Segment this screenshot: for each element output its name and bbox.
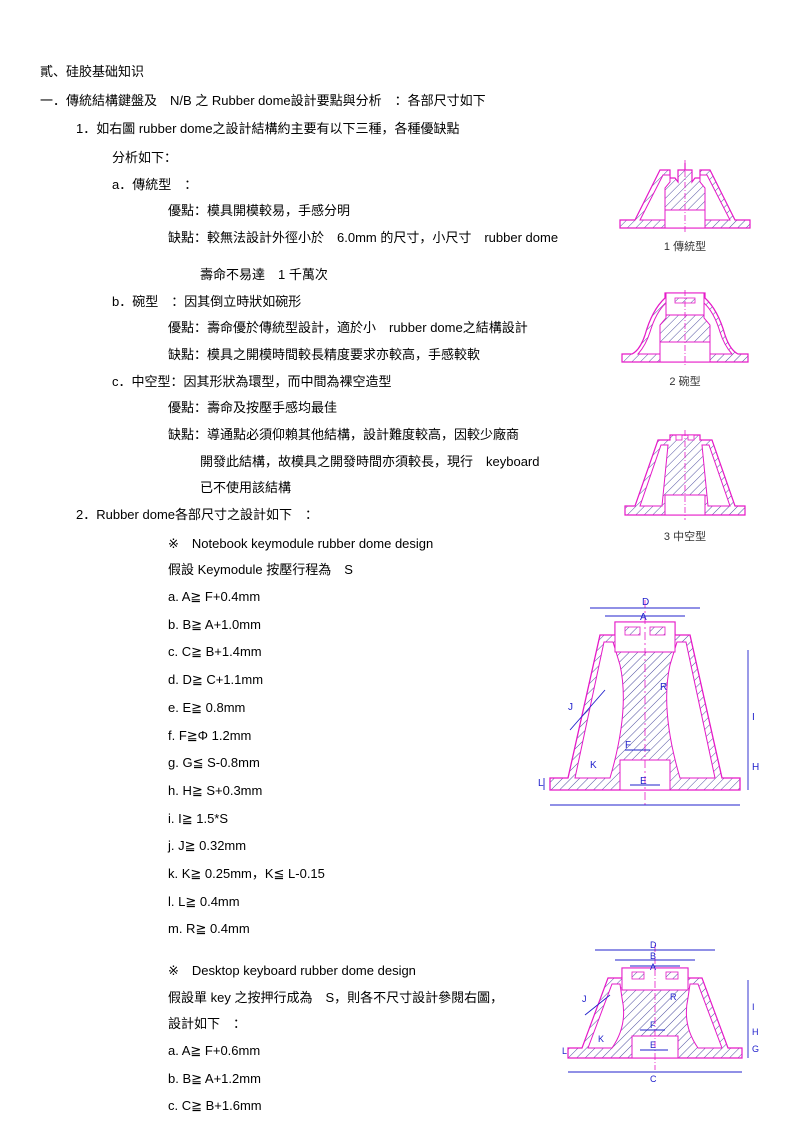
svg-text:I: I <box>752 1002 755 1012</box>
diagram-dimensions-notebook: D A F E L I H J R K <box>530 590 760 820</box>
type-a: a．傳統型 ： <box>112 173 560 198</box>
svg-text:F: F <box>625 740 631 751</box>
svg-text:E: E <box>640 776 647 787</box>
type-b-pro: 優點：壽命優於傳統型設計，適於小 rubber dome之結構設計 <box>168 316 560 341</box>
svg-text:K: K <box>598 1034 604 1044</box>
svg-text:I: I <box>752 712 755 723</box>
nb-assume: 假設 Keymodule 按壓行程為 S <box>168 558 560 583</box>
formula-c: c. C≧ B+1.4mm <box>168 640 560 665</box>
formula-g: g. G≦ S-0.8mm <box>168 751 560 776</box>
analysis-label: 分析如下： <box>112 146 560 171</box>
diagram-2-caption: 2 碗型 <box>610 372 760 393</box>
formula-f: f. F≧Φ 1.2mm <box>168 724 560 749</box>
item-2: 2．Rubber dome各部尺寸之設計如下 ： <box>76 503 560 528</box>
formula-l: l. L≧ 0.4mm <box>168 890 560 915</box>
type-a-con: 缺點：較無法設計外徑小於 6.0mm 的尺寸，小尺寸 rubber dome <box>168 226 560 251</box>
type-c: c．中空型：因其形狀為環型，而中間為裸空造型 <box>112 370 560 395</box>
formula-d: d. D≧ C+1.1mm <box>168 668 560 693</box>
svg-text:A: A <box>650 962 656 972</box>
formula-a: a. A≧ F+0.4mm <box>168 585 560 610</box>
item-1: 1．如右圖 rubber dome之設計結構約主要有以下三種，各種優缺點 <box>76 117 560 142</box>
svg-text:K: K <box>590 760 597 771</box>
svg-text:D: D <box>642 597 649 608</box>
type-c-con1: 缺點：導通點必須仰賴其他結構，設計難度較高，因較少廠商 <box>168 423 560 448</box>
formula-b: b. B≧ A+1.0mm <box>168 613 560 638</box>
svg-text:F: F <box>650 1020 656 1030</box>
notebook-formula-list: a. A≧ F+0.4mm b. B≧ A+1.0mm c. C≧ B+1.4m… <box>168 585 560 942</box>
type-a-pro: 優點：模具開模較易，手感分明 <box>168 199 560 224</box>
svg-text:R: R <box>670 992 677 1002</box>
diagram-traditional: 1 傳統型 <box>610 160 760 258</box>
formula-k: k. K≧ 0.25mm，K≦ L-0.15 <box>168 862 560 887</box>
svg-text:H: H <box>752 1027 759 1037</box>
svg-text:R: R <box>660 682 667 693</box>
diagram-bowl: 2 碗型 <box>610 290 760 393</box>
formula-h: h. H≧ S+0.3mm <box>168 779 560 804</box>
dt-assume: 假設單 key 之按押行成為 S，則各不尺寸設計參閱右圖， <box>168 986 560 1011</box>
svg-text:L: L <box>562 1046 567 1056</box>
type-c-pro: 優點：壽命及按壓手感均最佳 <box>168 396 560 421</box>
svg-text:E: E <box>650 1040 656 1050</box>
dt-title: ※ Desktop keyboard rubber dome design <box>168 959 560 984</box>
dt-formula-a: a. A≧ F+0.6mm <box>168 1039 560 1064</box>
type-c-con3: 已不使用該結構 <box>200 476 560 501</box>
formula-j: j. J≧ 0.32mm <box>168 834 560 859</box>
desktop-formula-list: a. A≧ F+0.6mm b. B≧ A+1.2mm c. C≧ B+1.6m… <box>168 1039 560 1119</box>
svg-text:C: C <box>650 1074 657 1084</box>
diagram-hollow: 3 中空型 <box>610 430 760 548</box>
diagram-1-caption: 1 傳統型 <box>610 237 760 258</box>
formula-e: e. E≧ 0.8mm <box>168 696 560 721</box>
svg-text:L: L <box>538 778 544 789</box>
svg-text:A: A <box>640 612 647 623</box>
type-a-con2: 壽命不易達 1 千萬次 <box>200 263 560 288</box>
type-b: b．碗型 ：因其倒立時狀如碗形 <box>112 290 560 315</box>
dt-formula-c: c. C≧ B+1.6mm <box>168 1094 560 1119</box>
svg-text:B: B <box>650 951 656 961</box>
diagram-3-caption: 3 中空型 <box>610 527 760 548</box>
nb-title: ※ Notebook keymodule rubber dome design <box>168 532 560 557</box>
dt-design: 設計如下 ： <box>168 1012 560 1037</box>
formula-i: i. I≧ 1.5*S <box>168 807 560 832</box>
svg-text:J: J <box>568 702 573 713</box>
svg-text:D: D <box>650 940 657 950</box>
formula-m: m. R≧ 0.4mm <box>168 917 560 942</box>
title-main: 貳、硅胶基础知识 <box>40 60 560 85</box>
title-one: 一．傳統結構鍵盤及 N/B 之 Rubber dome設計要點與分析 ：各部尺寸… <box>40 89 560 114</box>
type-c-con2: 開發此結構，故模具之開發時間亦須較長，現行 keyboard <box>200 450 560 475</box>
svg-text:G: G <box>752 1044 759 1054</box>
svg-text:J: J <box>582 994 587 1004</box>
svg-text:H: H <box>752 762 759 773</box>
type-b-con: 缺點：模具之開模時間較長精度要求亦較高，手感較軟 <box>168 343 560 368</box>
diagram-dimensions-desktop: D B A C F E J R I H G K L <box>550 940 760 1085</box>
dt-formula-b: b. B≧ A+1.2mm <box>168 1067 560 1092</box>
